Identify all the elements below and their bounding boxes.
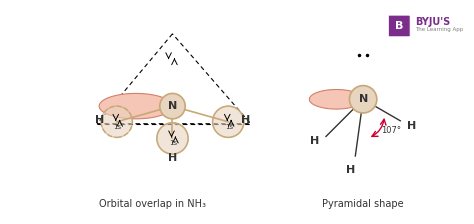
Text: N: N — [358, 94, 368, 104]
Circle shape — [157, 123, 188, 154]
Text: Pyramidal shape: Pyramidal shape — [322, 199, 404, 209]
Polygon shape — [99, 93, 173, 119]
Text: H: H — [407, 121, 417, 131]
Text: The Learning App: The Learning App — [415, 27, 463, 32]
Circle shape — [101, 106, 132, 137]
Text: 107°: 107° — [381, 126, 401, 135]
Text: H: H — [346, 165, 355, 175]
Circle shape — [349, 86, 377, 113]
Text: B: B — [395, 21, 403, 31]
Text: BYJU'S: BYJU'S — [415, 17, 450, 27]
Text: H: H — [310, 136, 319, 146]
Text: H: H — [94, 115, 104, 125]
Text: N: N — [168, 101, 177, 111]
Circle shape — [212, 106, 244, 137]
Text: 1s: 1s — [114, 124, 122, 130]
Text: Orbital overlap in NH₃: Orbital overlap in NH₃ — [100, 199, 207, 209]
Text: H: H — [241, 115, 250, 125]
FancyBboxPatch shape — [389, 15, 410, 37]
Text: 1s: 1s — [169, 140, 178, 146]
Circle shape — [160, 93, 185, 119]
Text: H: H — [168, 153, 177, 163]
Text: 1s: 1s — [225, 124, 233, 130]
Polygon shape — [310, 90, 363, 109]
